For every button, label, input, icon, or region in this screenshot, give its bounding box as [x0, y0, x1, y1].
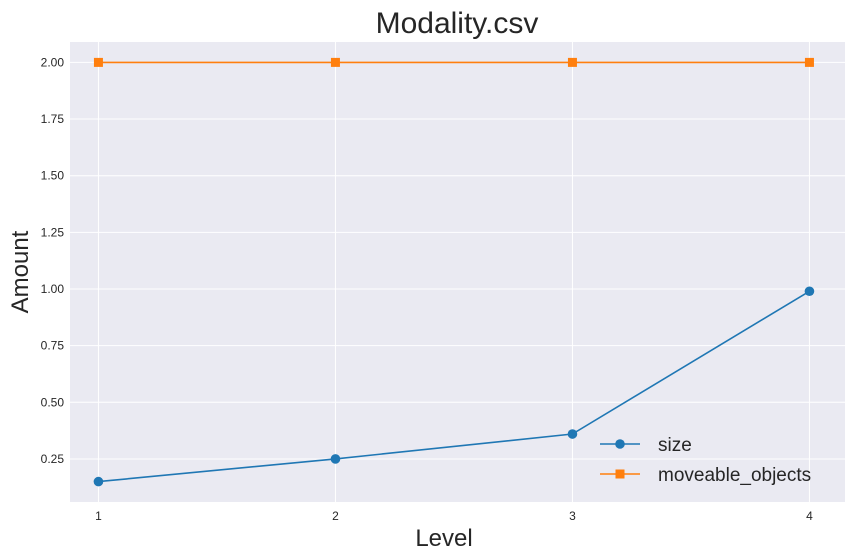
series-group: [93, 57, 815, 487]
x-axis-label: Level: [415, 525, 472, 552]
plot-area: [70, 42, 845, 502]
data-point-moveable-objects: [567, 57, 577, 67]
data-point-moveable-objects: [93, 57, 103, 67]
legend-label: size: [658, 435, 692, 456]
y-tick-label: 1.50: [41, 169, 65, 183]
x-tick-label: 3: [569, 509, 576, 523]
tick-labels: 0.25 0.50 0.75 1.00 1.25 1.50 1.75 2.00 1 2 3 4: [41, 55, 813, 523]
y-tick-label: 1.00: [41, 282, 65, 296]
legend-label: moveable_objects: [658, 465, 811, 486]
y-axis-label: Amount: [7, 230, 34, 313]
data-point-size: [93, 476, 104, 487]
series-line-size: [98, 290, 810, 483]
grid: [70, 42, 845, 502]
y-tick-label: 1.25: [41, 225, 65, 239]
data-point-size: [567, 429, 578, 439]
y-tick-label: 0.50: [41, 395, 65, 409]
legend: size moveable_objects: [600, 435, 811, 486]
x-tick-label: 4: [806, 509, 813, 523]
data-point-moveable-objects: [330, 57, 340, 67]
y-tick-label: 0.25: [41, 452, 65, 466]
legend-marker: [615, 439, 625, 449]
data-point-size: [804, 286, 815, 297]
legend-marker: [615, 469, 625, 479]
x-tick-label: 1: [95, 509, 102, 523]
y-tick-label: 2.00: [41, 55, 65, 69]
y-tick-label: 1.75: [41, 112, 65, 126]
data-point-size: [330, 454, 341, 464]
chart-title: Modality.csv: [376, 7, 539, 40]
data-point-moveable-objects: [804, 57, 814, 67]
x-tick-label: 2: [332, 509, 339, 523]
y-tick-label: 0.75: [41, 339, 65, 353]
